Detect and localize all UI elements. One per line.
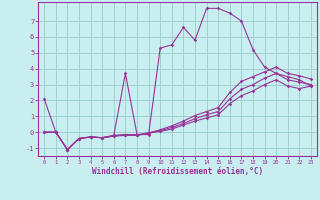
X-axis label: Windchill (Refroidissement éolien,°C): Windchill (Refroidissement éolien,°C): [92, 167, 263, 176]
